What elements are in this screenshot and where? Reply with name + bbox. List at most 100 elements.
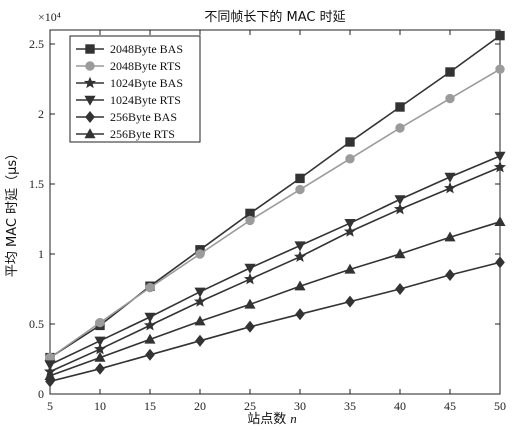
series-line	[49, 261, 501, 383]
data-point	[394, 195, 406, 206]
data-point	[393, 202, 407, 215]
y-axis-label: 平均 MAC 时延（μs）	[5, 147, 20, 277]
legend: 2048Byte BAS 2048Byte RTS 1024Byte BAS 1024…	[69, 35, 201, 143]
data-point	[295, 184, 305, 195]
plot-area	[49, 29, 501, 395]
x-tick-label: 10	[94, 399, 106, 413]
legend-item: 2048Byte RTS	[76, 59, 181, 73]
legend-label: 1024Byte RTS	[110, 93, 181, 107]
series-line	[49, 221, 501, 377]
series-group	[43, 30, 507, 388]
data-point	[344, 263, 356, 274]
data-point	[245, 320, 255, 333]
legend-item: 256Byte RTS	[76, 127, 175, 141]
legend-marker	[84, 128, 96, 139]
y-tick-label: 1.5	[29, 177, 44, 191]
data-point	[445, 67, 455, 77]
legend-label: 1024Byte BAS	[110, 76, 183, 90]
data-point	[494, 151, 506, 162]
x-tick-label: 40	[394, 399, 406, 413]
data-point	[345, 137, 355, 147]
x-tick-label: 15	[144, 399, 156, 413]
data-point	[195, 334, 205, 347]
legend-item: 2048Byte BAS	[76, 42, 183, 56]
data-point	[245, 215, 255, 226]
y-tick-label: 0	[38, 387, 44, 401]
data-point	[94, 336, 106, 347]
legend-label: 256Byte BAS	[110, 110, 177, 124]
data-point	[495, 64, 505, 74]
data-point	[444, 172, 456, 183]
x-tick-label: 25	[244, 399, 256, 413]
data-point	[44, 370, 56, 380]
series-4	[45, 256, 505, 388]
x-tick-label: 30	[294, 399, 306, 413]
legend-marker	[85, 61, 95, 71]
data-point	[443, 181, 457, 194]
data-point	[144, 312, 156, 323]
data-point	[395, 123, 405, 133]
data-point	[445, 269, 455, 281]
data-point	[145, 348, 155, 361]
data-point	[194, 287, 206, 298]
data-point	[194, 315, 206, 326]
y-tick-label: 0.5	[29, 317, 44, 331]
data-point	[295, 173, 305, 184]
data-point	[294, 280, 306, 291]
data-point	[294, 241, 306, 252]
data-point	[495, 256, 505, 269]
y-tick-label: 2.5	[29, 37, 44, 51]
data-point	[495, 30, 505, 41]
data-point	[193, 295, 207, 307]
series-1	[45, 64, 505, 363]
legend-item: 1024Byte RTS	[76, 93, 181, 107]
data-point	[95, 362, 105, 375]
legend-item: 256Byte BAS	[76, 110, 177, 124]
x-tick-label: 45	[444, 399, 456, 413]
data-point	[295, 308, 305, 321]
legend-label: 256Byte RTS	[110, 127, 175, 141]
data-point	[94, 351, 106, 362]
x-tick-label: 35	[344, 399, 356, 413]
data-point	[143, 319, 157, 331]
series-2	[43, 160, 507, 377]
data-point	[444, 231, 456, 242]
data-point	[494, 216, 506, 226]
x-tick-label: 20	[194, 399, 206, 413]
x-axis-label-var: n	[290, 411, 297, 426]
data-point	[243, 272, 257, 285]
data-point	[343, 225, 357, 237]
x-axis-label: 站点数 n	[247, 411, 297, 427]
data-point	[493, 160, 507, 173]
data-point	[445, 93, 455, 104]
data-point	[195, 249, 205, 259]
legend-marker	[85, 111, 95, 123]
data-point	[345, 295, 355, 308]
y-tick-label: 2	[38, 107, 44, 121]
data-point	[93, 342, 107, 355]
data-point	[394, 248, 406, 259]
data-point	[44, 360, 56, 371]
data-point	[244, 263, 256, 274]
legend-label: 2048Byte RTS	[110, 59, 181, 73]
series-line	[49, 155, 501, 366]
data-point	[345, 154, 355, 164]
data-point	[395, 102, 405, 112]
data-point	[244, 298, 256, 309]
series-line	[49, 166, 501, 373]
data-point	[395, 283, 405, 295]
legend-marker	[84, 95, 96, 106]
legend-marker	[83, 76, 97, 89]
data-point	[293, 250, 307, 262]
series-line	[49, 68, 501, 359]
legend-label: 2048Byte BAS	[110, 42, 183, 56]
data-point	[144, 333, 156, 344]
legend-marker	[85, 44, 95, 54]
series-5	[44, 216, 506, 380]
y-multiplier: ×10⁴	[38, 10, 61, 24]
x-axis-ticks: 5 10 15 20 25 30 35 40 45 50	[47, 30, 506, 413]
x-tick-label: 5	[47, 399, 53, 413]
chart-title: 不同帧长下的 MAC 时延	[204, 9, 345, 25]
y-axis-ticks: 0 0.5 1 1.5 2 2.5	[29, 37, 500, 401]
